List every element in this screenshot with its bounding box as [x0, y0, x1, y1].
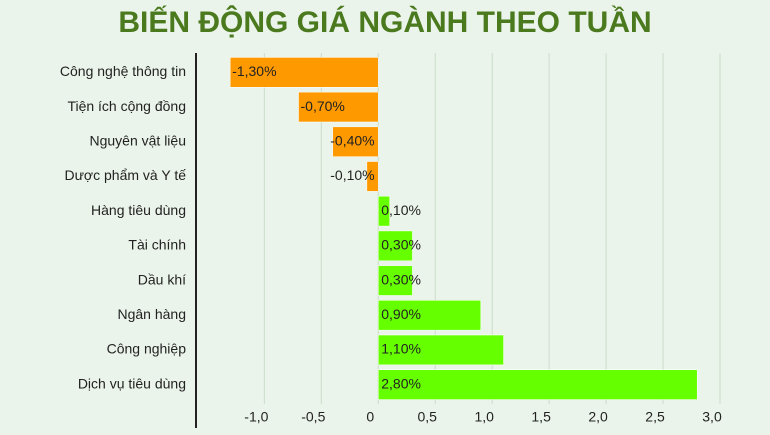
y-tick-label: Công nghiệp [107, 341, 187, 357]
value-label: -0,40% [330, 132, 374, 148]
bar [298, 91, 379, 123]
bar [332, 126, 379, 157]
y-tick-label: Ngân hàng [117, 306, 186, 322]
y-tick-label: Hàng tiêu dùng [91, 202, 186, 218]
bar [366, 161, 379, 192]
x-tick-label: -1,0 [244, 409, 268, 425]
x-tick-label: -0,5 [301, 409, 325, 425]
y-tick-label: Nguyên vật liệu [89, 132, 186, 148]
value-label: 0,10% [381, 202, 421, 218]
x-tick-label: 2,0 [588, 409, 608, 425]
value-label: 0,90% [381, 306, 421, 322]
x-tick-label: 0,5 [417, 409, 437, 425]
value-label: -1,30% [232, 63, 276, 79]
x-tick-label: 0 [366, 409, 374, 425]
y-tick-label: Dịch vụ tiêu dùng [78, 375, 186, 391]
chart-title: BIẾN ĐỘNG GIÁ NGÀNH THEO TUẦN [118, 5, 651, 39]
bar [378, 369, 698, 400]
y-tick-label: Dầu khí [138, 271, 186, 287]
value-label: -0,10% [330, 167, 374, 183]
bar [378, 230, 413, 262]
bar [378, 265, 413, 296]
bar [378, 195, 390, 227]
y-tick-label: Tài chính [128, 237, 186, 253]
y-tick-label: Dược phẩm và Y tế [64, 167, 186, 183]
x-tick-label: 2,5 [645, 409, 665, 425]
bar [229, 57, 379, 88]
value-label: -0,70% [301, 98, 345, 114]
value-label: 1,10% [381, 341, 421, 357]
value-label: 0,30% [381, 271, 421, 287]
x-tick-label: 3,0 [702, 409, 722, 425]
y-tick-label: Tiện ích cộng đồng [67, 98, 186, 114]
value-label: 0,30% [381, 237, 421, 253]
y-tick-label: Công nghệ thông tin [60, 63, 186, 79]
x-tick-label: 1,0 [474, 409, 494, 425]
bar [378, 300, 482, 331]
bar [378, 334, 504, 366]
value-label: 2,80% [381, 375, 421, 391]
x-tick-label: 1,5 [531, 409, 551, 425]
